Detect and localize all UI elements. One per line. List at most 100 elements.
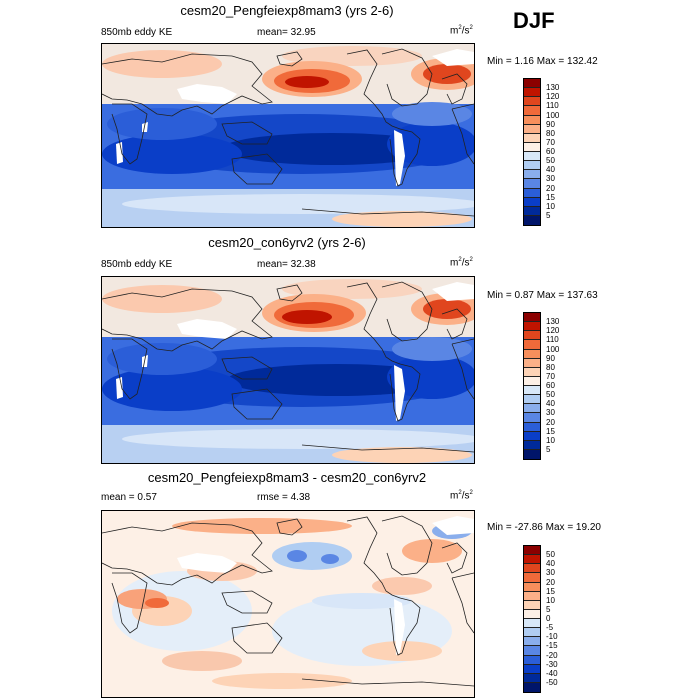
colorbar-tick-label: 15 <box>546 426 555 436</box>
colorbar-tick-label: -15 <box>546 641 558 651</box>
colorbar-cell <box>524 628 540 638</box>
colorbar-cell <box>524 88 540 98</box>
colorbar-tick-label: 40 <box>546 165 555 175</box>
colorbar-cell <box>524 215 540 225</box>
colorbar-cell <box>524 555 540 565</box>
colorbar-tick-label: 5 <box>546 210 551 220</box>
colorbar-cell <box>524 322 540 332</box>
colorbar-cell <box>524 97 540 107</box>
colorbar-tick-label: 100 <box>546 110 560 120</box>
panel-2-left-label: 850mb eddy KE <box>101 259 173 270</box>
colorbar-cell <box>524 413 540 423</box>
colorbar-tick-label: 120 <box>546 326 560 336</box>
colorbar-cell <box>524 546 540 556</box>
panel-3-title: cesm20_Pengfeiexp8mam3 - cesm20_con6yrv2 <box>147 470 427 485</box>
colorbar-tick-label: 40 <box>546 399 555 409</box>
colorbar-cell <box>524 395 540 405</box>
colorbar-cell <box>524 340 540 350</box>
colorbar-cell <box>524 313 540 323</box>
colorbar-cell <box>524 440 540 450</box>
colorbar-cell <box>524 591 540 601</box>
colorbar-cell <box>524 664 540 674</box>
panel-1-title: cesm20_Pengfeiexp8mam3 (yrs 2-6) <box>180 3 394 18</box>
colorbar-tick-label: 90 <box>546 119 555 129</box>
panel-1-map <box>101 43 475 228</box>
colorbar-cell <box>524 376 540 386</box>
colorbar-tick-label: 70 <box>546 371 555 381</box>
colorbar-cell <box>524 349 540 359</box>
colorbar-tick-label: 50 <box>546 550 555 560</box>
colorbar-tick-label: 10 <box>546 201 555 211</box>
colorbar-tick-label: -10 <box>546 632 558 642</box>
panel-3-mean: mean = 0.57 <box>101 492 157 503</box>
colorbar-tick-label: 50 <box>546 390 555 400</box>
colorbar-cell <box>524 206 540 216</box>
colorbar-cell <box>524 358 540 368</box>
colorbar-cell <box>524 682 540 692</box>
panel-3-units: m2/s2 <box>450 490 473 502</box>
colorbar-tick-label: 90 <box>546 353 555 363</box>
colorbar-tick-label: 30 <box>546 408 555 418</box>
colorbar-tick-label: 20 <box>546 577 555 587</box>
colorbar-cell <box>524 79 540 89</box>
colorbar-tick-label: -30 <box>546 659 558 669</box>
colorbar-cell <box>524 142 540 152</box>
colorbar-cell <box>524 637 540 647</box>
colorbar-tick-label: 120 <box>546 92 560 102</box>
colorbar-tick-label: 100 <box>546 344 560 354</box>
colorbar-cell <box>524 179 540 189</box>
colorbar-cell <box>524 152 540 162</box>
colorbar-cell <box>524 188 540 198</box>
panel-3-rmse: rmse = 4.38 <box>257 492 311 503</box>
colorbar-tick-label: 70 <box>546 137 555 147</box>
colorbar-tick-label: 0 <box>546 614 551 623</box>
panel-2-mean: mean= 32.38 <box>257 259 316 270</box>
colorbar-tick-label: 110 <box>546 335 559 345</box>
panel-2-title: cesm20_con6yrv2 (yrs 2-6) <box>208 235 366 250</box>
panel-1-left-label: 850mb eddy KE <box>101 27 173 38</box>
panel-2-colorbar <box>523 312 541 460</box>
colorbar-cell <box>524 422 540 432</box>
panel-1-units: m2/s2 <box>450 25 473 37</box>
colorbar-cell <box>524 197 540 207</box>
colorbar-tick-label: 30 <box>546 174 555 184</box>
colorbar-cell <box>524 564 540 574</box>
colorbar-cell <box>524 600 540 610</box>
colorbar-tick-label: 110 <box>546 101 559 111</box>
panel-3-minmax: Min = -27.86 Max = 19.20 <box>487 522 601 533</box>
colorbar-cell <box>524 673 540 683</box>
panel-2-units: m2/s2 <box>450 257 473 269</box>
colorbar-cell <box>524 133 540 143</box>
colorbar-cell <box>524 386 540 396</box>
panel-1-colorbar <box>523 78 541 226</box>
colorbar-tick-label: 20 <box>546 417 555 427</box>
colorbar-tick-label: 5 <box>546 444 551 454</box>
colorbar-cell <box>524 161 540 171</box>
colorbar-tick-label: 60 <box>546 147 555 156</box>
colorbar-cell <box>524 609 540 619</box>
colorbar-tick-label: 30 <box>546 568 555 578</box>
panel-1-minmax: Min = 1.16 Max = 132.42 <box>487 56 598 67</box>
colorbar-tick-label: 80 <box>546 128 555 138</box>
panel-3-map <box>101 510 475 698</box>
colorbar-cell <box>524 431 540 441</box>
colorbar-tick-label: -20 <box>546 650 558 660</box>
colorbar-tick-label: 15 <box>546 586 555 596</box>
panel-3-colorbar <box>523 545 541 693</box>
colorbar-cell <box>524 449 540 459</box>
colorbar-tick-label: 15 <box>546 192 555 202</box>
colorbar-tick-label: -40 <box>546 668 558 678</box>
colorbar-tick-label: 130 <box>546 317 560 327</box>
colorbar-cell <box>524 170 540 180</box>
colorbar-tick-label: 10 <box>546 595 555 605</box>
panel-2-minmax: Min = 0.87 Max = 137.63 <box>487 290 598 301</box>
panel-2-map <box>101 276 475 464</box>
colorbar-tick-label: 20 <box>546 183 555 193</box>
colorbar-tick-label: 10 <box>546 435 555 445</box>
colorbar-cell <box>524 646 540 656</box>
colorbar-cell <box>524 582 540 592</box>
colorbar-cell <box>524 106 540 116</box>
colorbar-tick-label: -50 <box>546 677 558 687</box>
colorbar-tick-label: 80 <box>546 362 555 372</box>
colorbar-cell <box>524 331 540 341</box>
